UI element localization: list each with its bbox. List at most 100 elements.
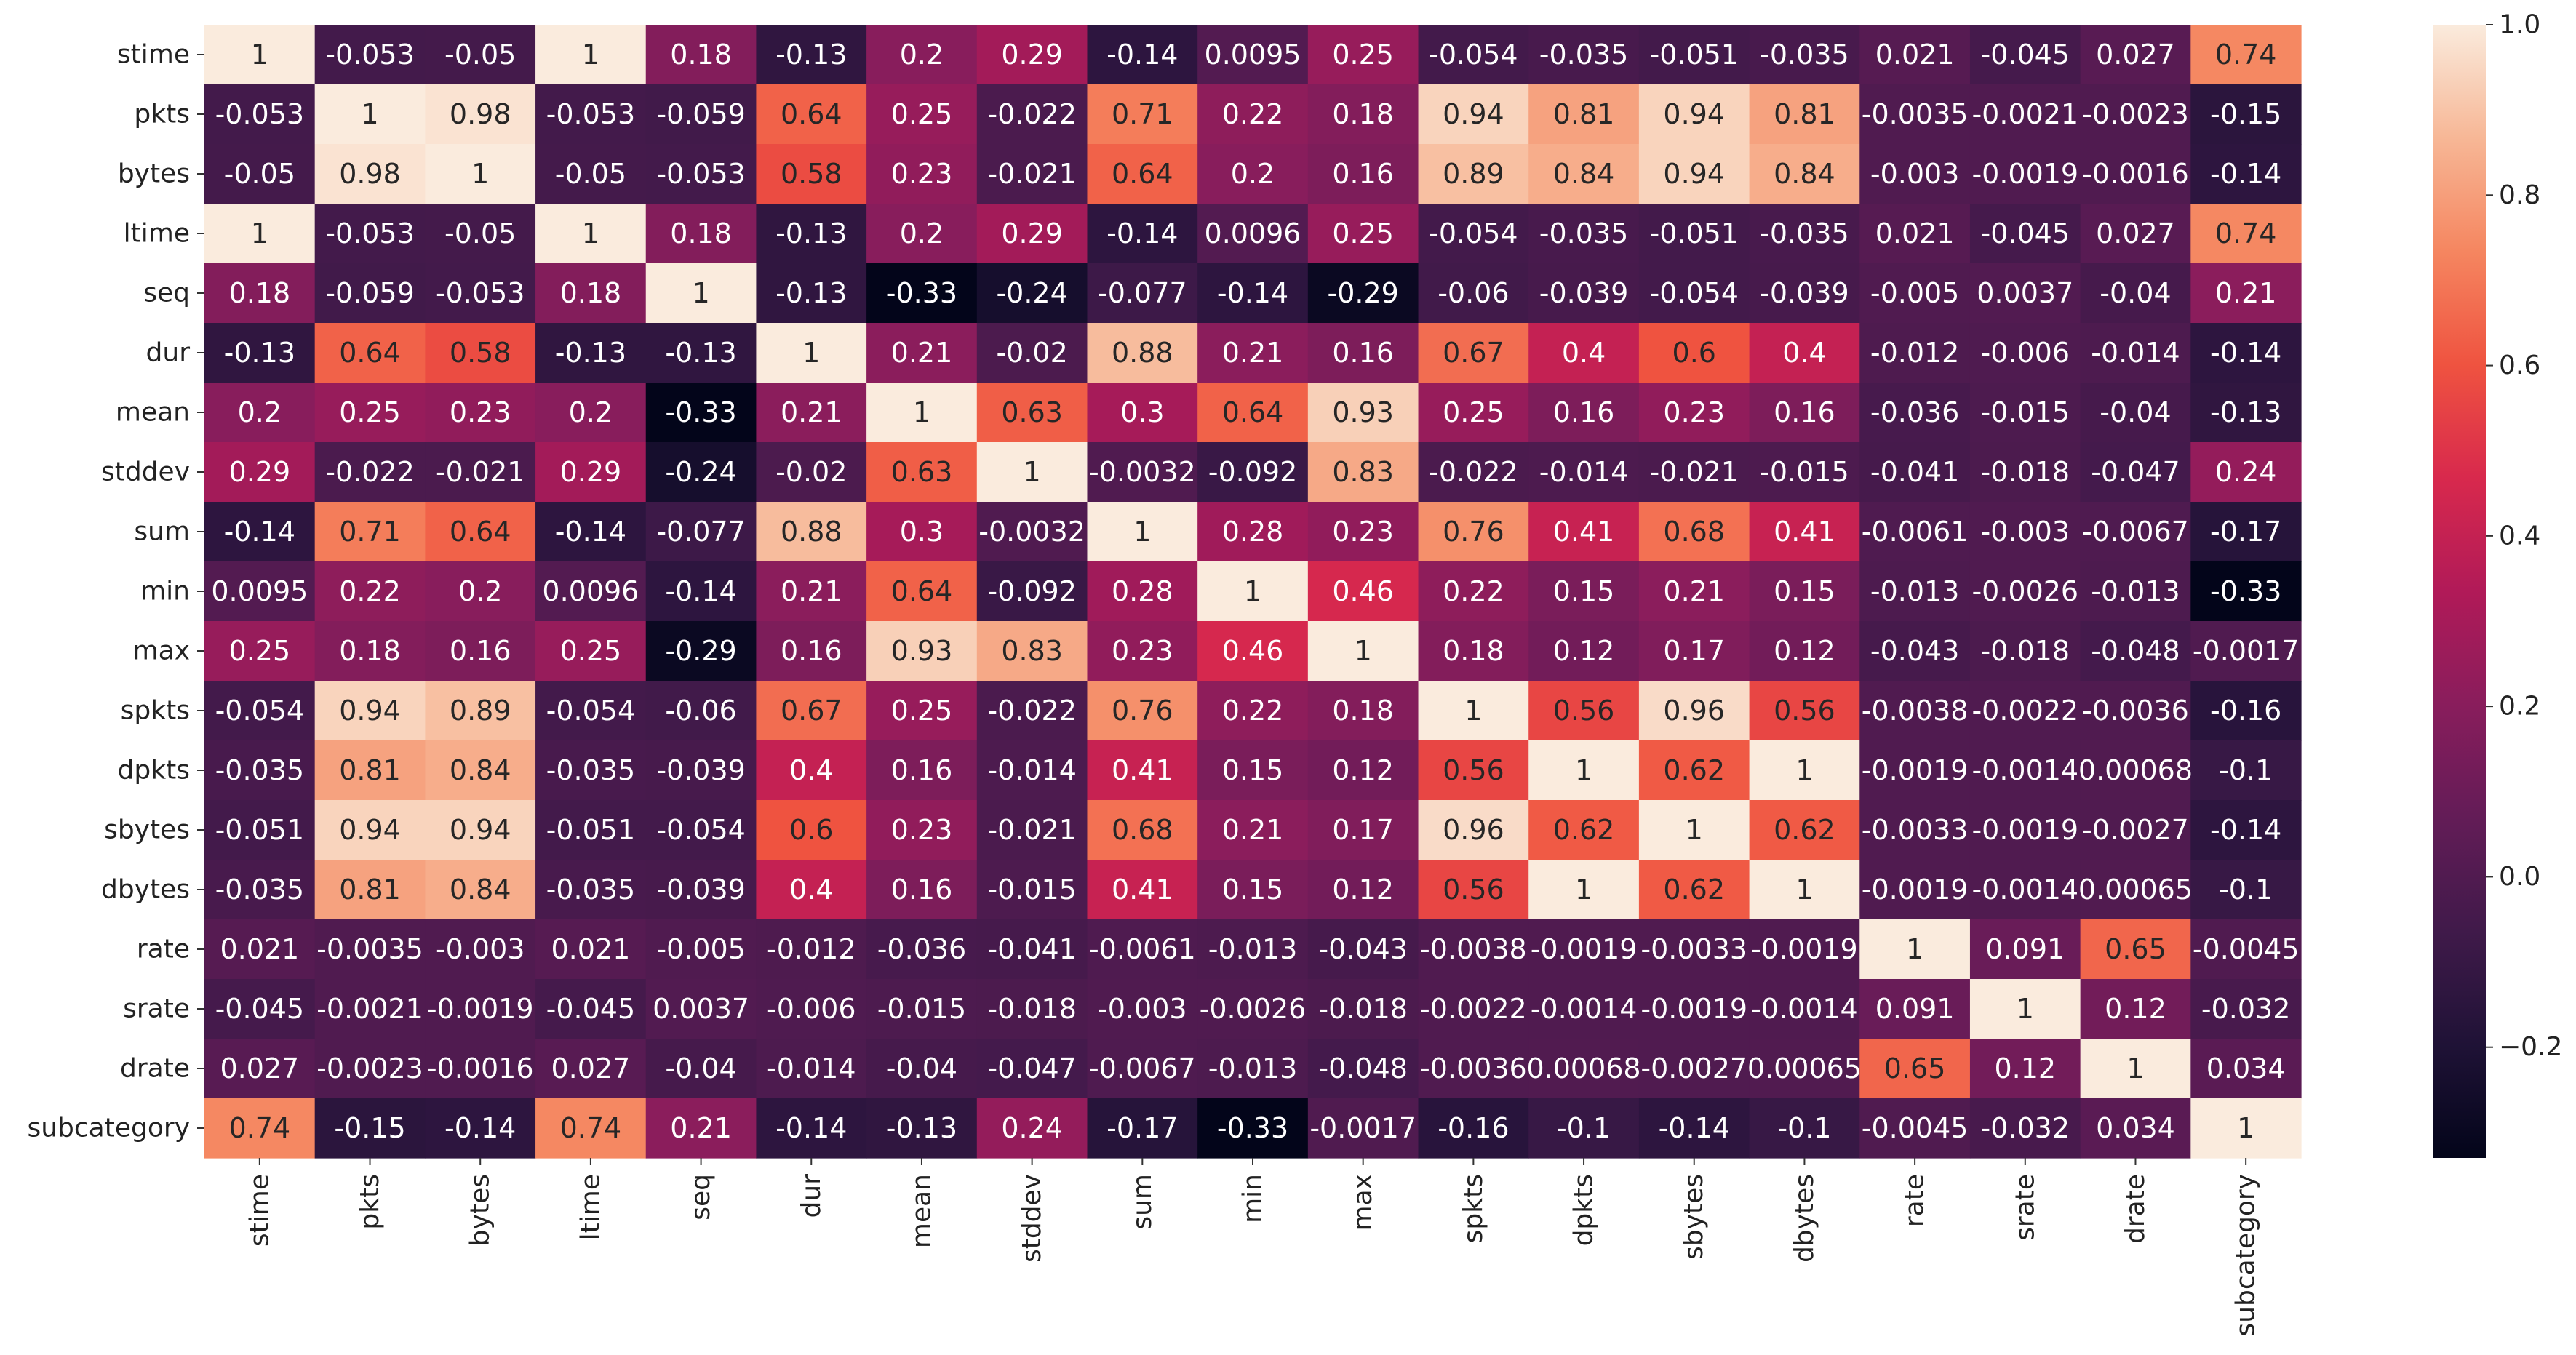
row-label-sbytes: sbytes xyxy=(104,815,190,845)
cell-value-label: 0.6 xyxy=(1672,337,1716,369)
heatmap-cell-max-min xyxy=(1197,621,1309,682)
heatmap-cell-bytes-ltime xyxy=(535,144,647,204)
heatmap-cell-drate-sbytes xyxy=(1638,1039,1750,1099)
heatmap-cell-drate-dpkts xyxy=(1528,1039,1640,1099)
heatmap-cell-rate-stime xyxy=(204,919,316,980)
cell-value-label: 0.83 xyxy=(1332,456,1394,488)
heatmap-cell-mean-subcategory xyxy=(2190,383,2302,443)
heatmap-cell-stddev-min xyxy=(1197,442,1309,503)
heatmap-cell-stime-dur xyxy=(756,25,867,85)
heatmap-cell-ltime-dpkts xyxy=(1528,204,1640,264)
cell-value-label: -0.012 xyxy=(1870,337,1960,369)
cell-value-label: 0.6 xyxy=(789,814,833,846)
heatmap-cell-subcategory-min xyxy=(1197,1098,1309,1159)
cell-value-label: 0.62 xyxy=(1663,754,1725,786)
cell-value-label: 0.4 xyxy=(1562,337,1606,369)
heatmap-cell-max-dpkts xyxy=(1528,621,1640,682)
cell-value-label: -0.14 xyxy=(1217,277,1288,309)
heatmap-cell-sbytes-pkts xyxy=(314,800,426,860)
cell-value-label: -0.1 xyxy=(1777,1112,1831,1144)
heatmap-cell-dpkts-ltime xyxy=(535,740,647,801)
cell-value-label: -0.053 xyxy=(325,39,415,71)
heatmap-cell-rate-seq xyxy=(645,919,757,980)
column-label-mean: mean xyxy=(906,1174,936,1248)
colorbar-tick-label: 0.2 xyxy=(2499,692,2540,722)
cell-value-label: -0.054 xyxy=(546,695,636,727)
cell-value-label: -0.13 xyxy=(224,337,295,369)
heatmap-cell-max-bytes xyxy=(425,621,536,682)
cell-value-label: -0.0067 xyxy=(1089,1052,1196,1084)
heatmap-cell-srate-ltime xyxy=(535,979,647,1039)
heatmap-cell-drate-min xyxy=(1197,1039,1309,1099)
cell-value-label: -0.0023 xyxy=(2082,98,2189,130)
cell-value-label: -0.13 xyxy=(775,39,847,71)
cell-value-label: -0.035 xyxy=(1539,217,1629,249)
cell-value-label: 0.21 xyxy=(781,575,842,607)
cell-value-label: -0.04 xyxy=(2100,277,2171,309)
heatmap-cell-dpkts-dur xyxy=(756,740,867,801)
heatmap-cell-sbytes-stddev xyxy=(976,800,1088,860)
colorbar-tick-label: 0.6 xyxy=(2499,351,2540,380)
cell-value-label: 1 xyxy=(2126,1052,2144,1084)
heatmap-cell-mean-sbytes xyxy=(1638,383,1750,443)
cell-value-label: 0.3 xyxy=(1120,396,1164,428)
cell-value-label: 0.22 xyxy=(339,575,401,607)
cell-value-label: 0.12 xyxy=(1994,1052,2056,1084)
heatmap-cell-dpkts-subcategory xyxy=(2190,740,2302,801)
heatmap-cell-mean-stime xyxy=(204,383,316,443)
heatmap-cell-sum-stime xyxy=(204,502,316,562)
cell-value-label: -0.043 xyxy=(1870,635,1960,667)
cell-value-label: -0.1 xyxy=(1557,1112,1611,1144)
heatmap-cell-subcategory-dbytes xyxy=(1749,1098,1860,1159)
cell-value-label: 0.41 xyxy=(1112,874,1173,906)
cell-value-label: -0.0019 xyxy=(1862,874,1969,906)
cell-value-label: -0.13 xyxy=(886,1112,957,1144)
cell-value-label: 0.17 xyxy=(1663,635,1725,667)
heatmap-cell-seq-rate xyxy=(1859,263,1971,324)
cell-value-label: 0.81 xyxy=(1774,98,1835,130)
cell-value-label: 1 xyxy=(1575,754,1592,786)
heatmap-cell-drate-max xyxy=(1307,1039,1419,1099)
column-label-srate: srate xyxy=(2010,1174,2040,1241)
heatmap-cell-sbytes-seq xyxy=(645,800,757,860)
colorbar-tick-label: −0.2 xyxy=(2499,1032,2562,1062)
heatmap-cell-seq-sum xyxy=(1087,263,1198,324)
cell-value-label: -0.14 xyxy=(665,575,736,607)
cell-value-label: 0.12 xyxy=(1332,754,1394,786)
cell-value-label: -0.015 xyxy=(987,874,1077,906)
heatmap-cell-stddev-max xyxy=(1307,442,1419,503)
heatmap-cell-spkts-srate xyxy=(1969,681,2081,741)
cell-value-label: -0.0026 xyxy=(1200,993,1307,1025)
cell-value-label: 1 xyxy=(1355,635,1372,667)
heatmap-cell-subcategory-seq xyxy=(645,1098,757,1159)
cell-value-label: 0.25 xyxy=(891,695,953,727)
heatmap-cell-bytes-sum xyxy=(1087,144,1198,204)
cell-value-label: -0.0021 xyxy=(1971,98,2078,130)
heatmap-cell-stddev-rate xyxy=(1859,442,1971,503)
heatmap-cell-bytes-min xyxy=(1197,144,1309,204)
cell-value-label: 0.027 xyxy=(2096,217,2175,249)
column-label-stddev: stddev xyxy=(1017,1174,1047,1263)
heatmap-cell-srate-stime xyxy=(204,979,316,1039)
cell-value-label: 0.4 xyxy=(789,754,833,786)
cell-value-label: 0.71 xyxy=(339,516,401,548)
heatmap-cell-drate-mean xyxy=(866,1039,978,1099)
heatmap-cell-drate-srate xyxy=(1969,1039,2081,1099)
cell-value-label: -0.0016 xyxy=(2082,158,2189,190)
cell-value-label: 0.0037 xyxy=(653,993,749,1025)
column-label-bytes: bytes xyxy=(466,1174,495,1246)
cell-value-label: 1 xyxy=(1244,575,1261,607)
heatmap-cell-max-ltime xyxy=(535,621,647,682)
cell-value-label: -0.021 xyxy=(987,814,1077,846)
cell-value-label: 0.021 xyxy=(220,933,299,965)
cell-value-label: 0.021 xyxy=(1875,39,1955,71)
cell-value-label: -0.005 xyxy=(656,933,746,965)
cell-value-label: -0.0014 xyxy=(1971,874,2078,906)
heatmap-cell-rate-max xyxy=(1307,919,1419,980)
cell-value-label: 0.67 xyxy=(781,695,842,727)
cell-value-label: 0.94 xyxy=(1663,158,1725,190)
cell-value-label: -0.021 xyxy=(987,158,1077,190)
cell-value-label: 0.2 xyxy=(1231,158,1275,190)
heatmap-cell-subcategory-srate xyxy=(1969,1098,2081,1159)
heatmap-cell-bytes-mean xyxy=(866,144,978,204)
